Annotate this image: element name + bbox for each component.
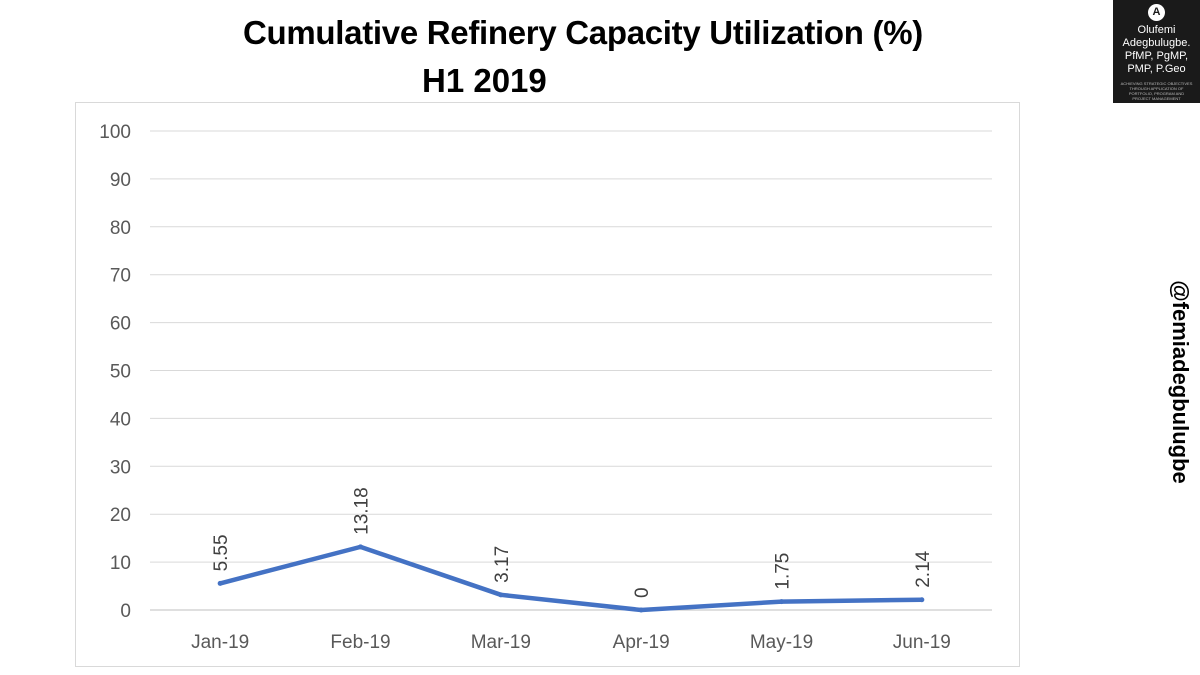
y-tick-label: 70 — [110, 266, 131, 287]
logo-name-line-1: Olufemi — [1137, 24, 1176, 36]
y-tick-label: 10 — [110, 553, 131, 574]
line-chart: 0 10 20 30 40 50 60 70 80 90 100 Jan-19 Feb-19 Mar-19… — [99, 122, 992, 653]
y-tick-label: 50 — [110, 362, 131, 383]
data-label: 2.14 — [913, 550, 934, 587]
x-tick-label: Apr-19 — [613, 632, 670, 653]
series-line — [217, 544, 925, 613]
y-tick-label: 100 — [99, 122, 131, 143]
logo-emblem-icon: A — [1148, 4, 1165, 21]
data-label: 0 — [632, 587, 653, 598]
y-tick-label: 30 — [110, 457, 131, 478]
data-label: 1.75 — [773, 553, 794, 590]
chart-frame — [75, 102, 1020, 667]
y-tick-label: 40 — [110, 409, 131, 430]
logo-name-line-2: Adegbulugbe. — [1122, 37, 1191, 49]
x-tick-label: Jun-19 — [893, 632, 951, 653]
y-tick-label: 80 — [110, 218, 131, 239]
x-tick-label: Feb-19 — [330, 632, 390, 653]
x-tick-label: Jan-19 — [191, 632, 249, 653]
data-label: 5.55 — [211, 534, 232, 571]
social-handle: @femiadegbulugbe — [1168, 280, 1193, 484]
chart-title: Cumulative Refinery Capacity Utilization… — [243, 14, 923, 51]
x-tick-label: Mar-19 — [471, 632, 531, 653]
logo-credentials-line-2: PMP, P.Geo — [1127, 63, 1186, 75]
data-label: 13.18 — [352, 487, 373, 535]
data-point — [217, 580, 223, 586]
y-tick-label: 0 — [120, 601, 131, 622]
logo-tagline: ACHIEVING STRATEGIC OBJECTIVES THROUGH A… — [1120, 81, 1193, 101]
author-logo: A Olufemi Adegbulugbe. PfMP, PgMP, PMP, … — [1113, 0, 1200, 103]
data-point — [779, 599, 784, 605]
logo-credentials-line-1: PfMP, PgMP, — [1124, 50, 1189, 62]
data-point — [358, 544, 363, 550]
y-tick-label: 20 — [110, 505, 131, 526]
y-tick-label: 60 — [110, 314, 131, 335]
y-tick-label: 90 — [110, 170, 131, 191]
data-point — [498, 592, 504, 598]
chart-subtitle: H1 2019 — [422, 62, 547, 99]
data-point — [638, 607, 644, 613]
data-point — [919, 597, 925, 603]
x-tick-label: May-19 — [750, 632, 813, 653]
data-label: 3.17 — [492, 546, 513, 583]
